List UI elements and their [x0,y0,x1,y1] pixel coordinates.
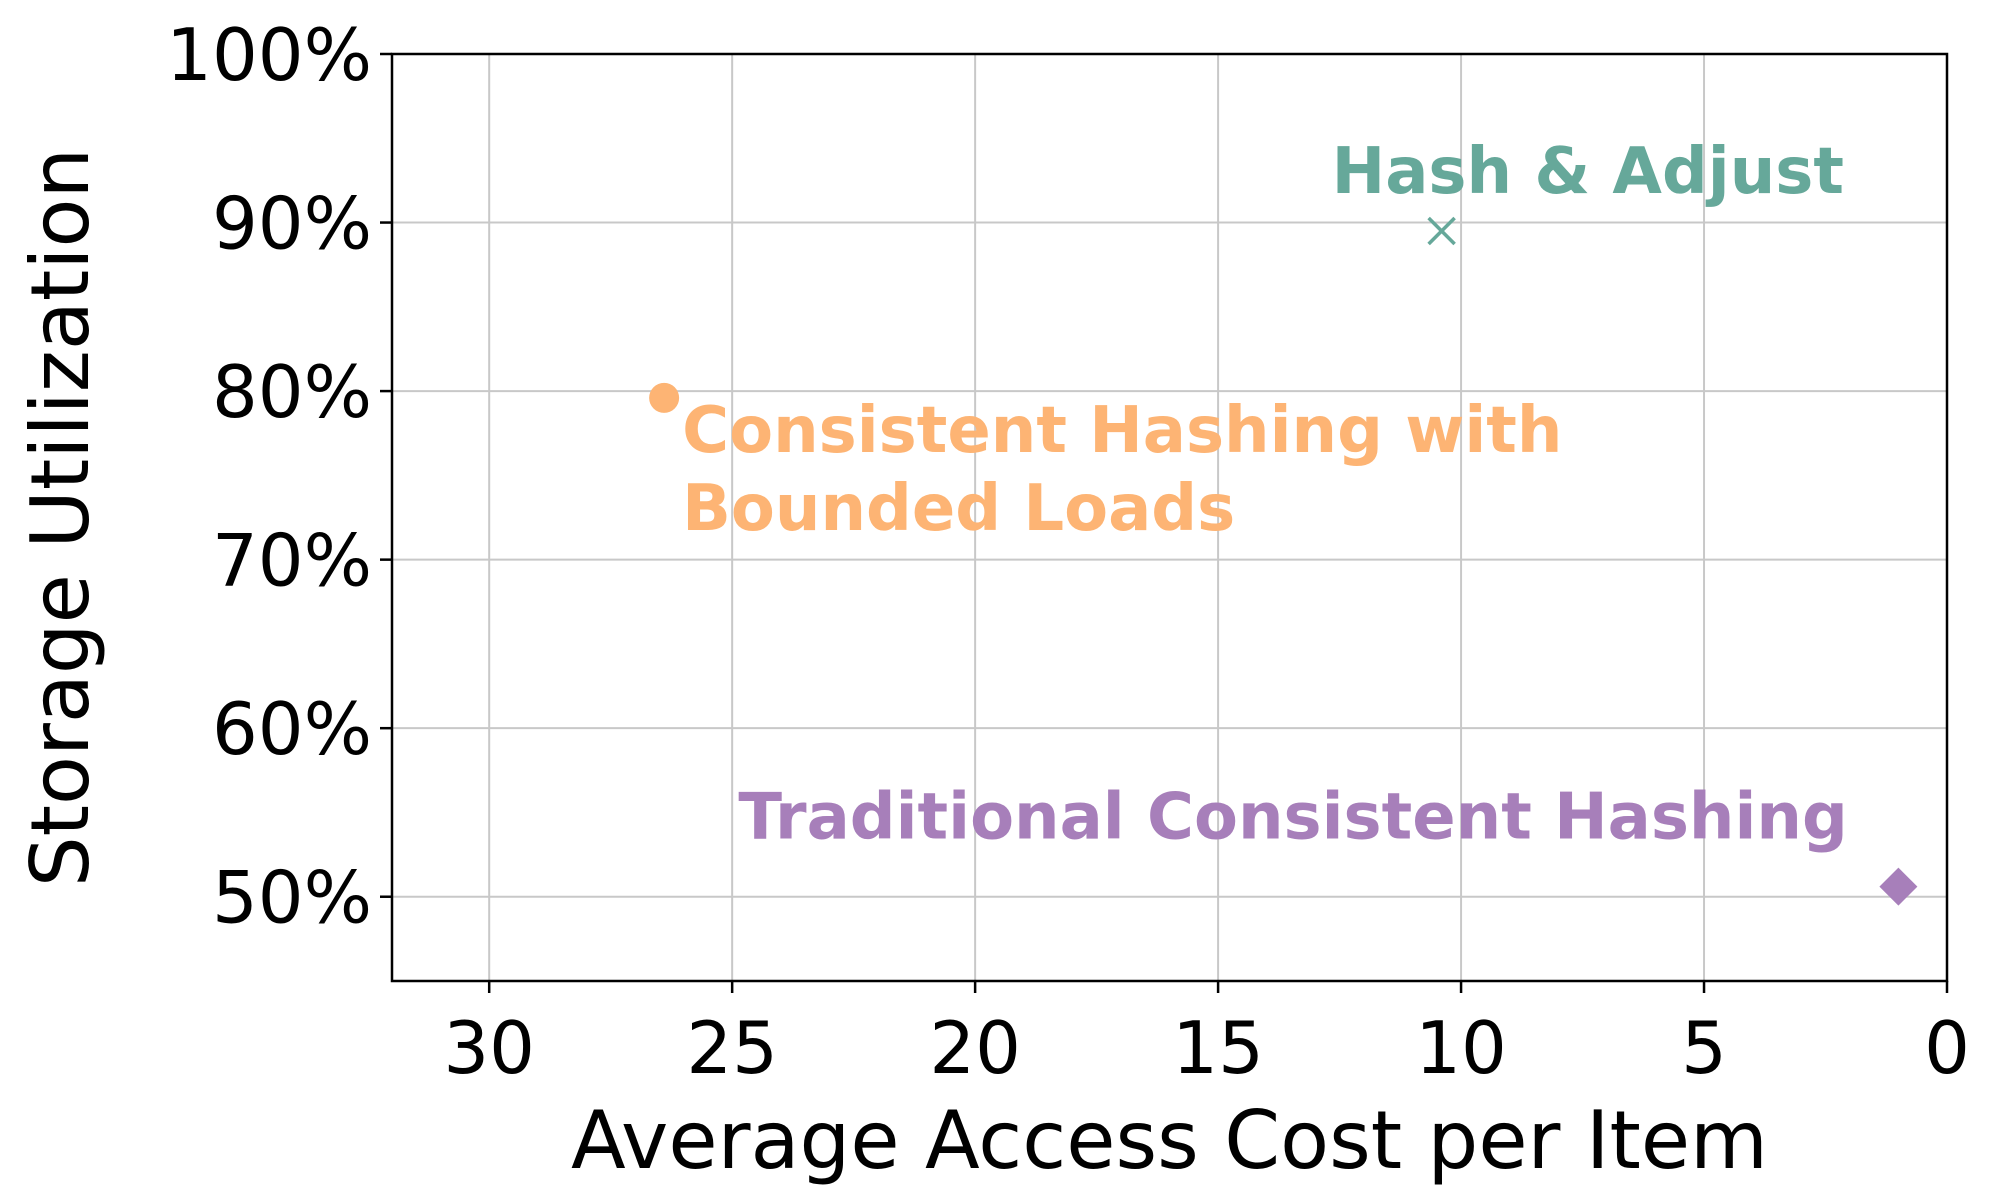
point-annotation-label: Hash & Adjust [1332,135,1844,209]
point-hash-adjust-marker [1427,216,1456,246]
point-annotation-label: Traditional Consistent Hashing [738,781,1847,855]
x-tick-label: 15 [1172,1006,1264,1090]
x-tick-label: 0 [1924,1006,1970,1090]
y-tick-label: 50% [212,856,372,940]
y-tick-label: 80% [212,350,372,434]
point-bounded-loads-marker [649,382,680,413]
point-traditional-marker [1879,867,1918,906]
x-tick-label: 5 [1681,1006,1727,1090]
x-axis-title: Average Access Cost per Item [571,1094,1768,1187]
data-points [649,216,1918,906]
x-tick-label: 30 [443,1006,535,1090]
x-tick-label: 10 [1415,1006,1507,1090]
plot-frame [390,52,1949,983]
y-tick-label: 100% [166,13,372,97]
y-tick-label: 90% [212,182,372,266]
y-tick-label: 60% [212,687,372,771]
ticks: 30 25 20 15 10 5 0 50% 60% 70% 80% 90% 100% [166,13,1970,1090]
x-tick-label: 25 [686,1006,778,1090]
y-tick-label: 70% [212,519,372,603]
y-axis-title: Storage Utilization [14,148,107,887]
point-annotation-label: Bounded Loads [682,472,1235,546]
point-annotations: Hash & Adjust Consistent Hashing withBoun… [682,135,1848,855]
point-annotation-label: Consistent Hashing with [682,394,1562,468]
x-tick-label: 20 [929,1006,1021,1090]
